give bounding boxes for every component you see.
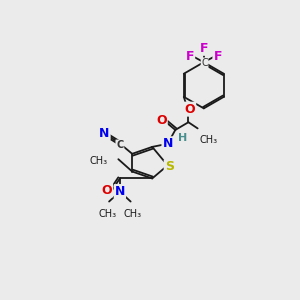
Text: CH₃: CH₃ — [98, 209, 117, 219]
Text: N: N — [162, 137, 173, 150]
Text: F: F — [213, 50, 222, 63]
Text: O: O — [184, 103, 195, 116]
Text: CH₃: CH₃ — [89, 156, 108, 166]
Text: H: H — [178, 134, 188, 143]
Text: O: O — [101, 184, 112, 196]
Text: C: C — [201, 58, 208, 68]
Text: C: C — [116, 140, 124, 150]
Text: N: N — [99, 127, 110, 140]
Text: F: F — [186, 50, 194, 63]
Text: CH₃: CH₃ — [123, 209, 141, 219]
Text: F: F — [200, 42, 208, 55]
Text: O: O — [156, 114, 167, 127]
Text: S: S — [165, 160, 174, 173]
Text: CH₃: CH₃ — [200, 135, 218, 145]
Text: N: N — [115, 185, 125, 198]
